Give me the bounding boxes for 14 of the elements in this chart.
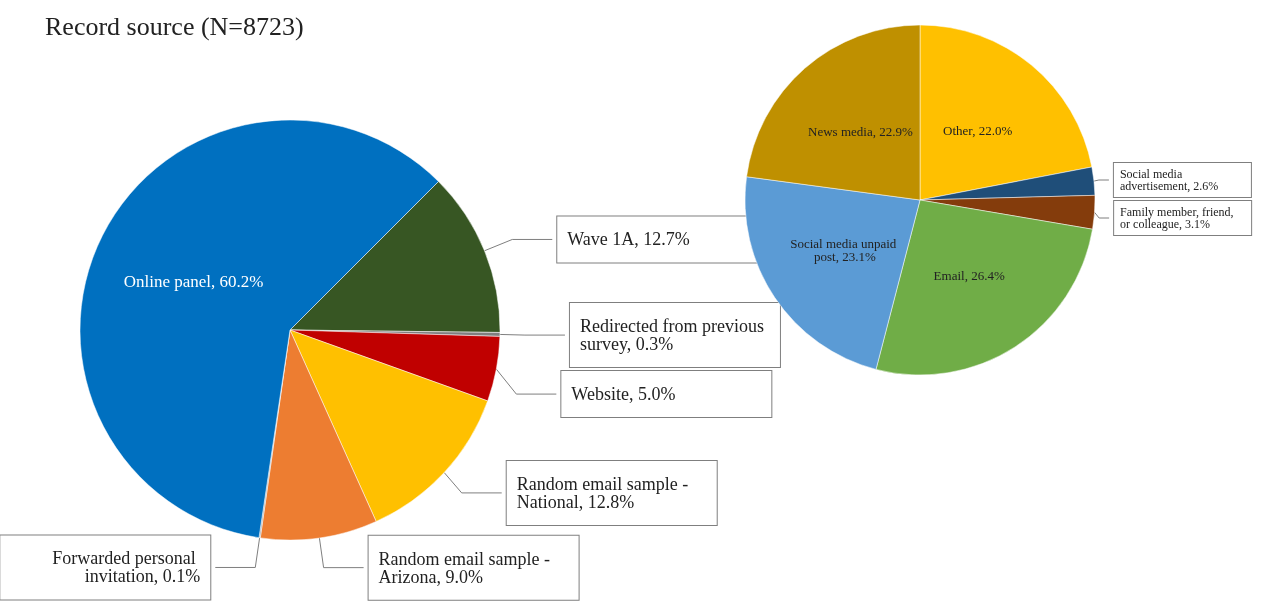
slice-label: Other, 22.0% — [943, 122, 1013, 138]
slice-label: Random email sample - National, 12.8% — [516, 473, 693, 512]
chart-title: Record source (N=8723) — [45, 11, 304, 41]
slice-label: Website, 5.0% — [571, 384, 676, 405]
slice-label: Email, 26.4% — [933, 268, 1005, 284]
slice-label: Wave 1A, 12.7% — [567, 229, 690, 250]
slice-label: Social media advertisement, 2.6% — [1119, 167, 1219, 194]
slice-label: News media, 22.9% — [808, 124, 913, 140]
slice-label: Forwarded personal invitation, 0.1% — [52, 548, 201, 587]
slice-label: Online panel, 60.2% — [123, 271, 264, 291]
slice-label: Family member, friend, or colleague, 3.1% — [1120, 205, 1237, 232]
slice-label: Random email sample - Arizona, 9.0% — [378, 548, 555, 587]
slice-label: Redirected from previous survey, 0.3% — [579, 316, 769, 355]
slice-label: Social media unpaid post, 23.1% — [790, 236, 900, 265]
